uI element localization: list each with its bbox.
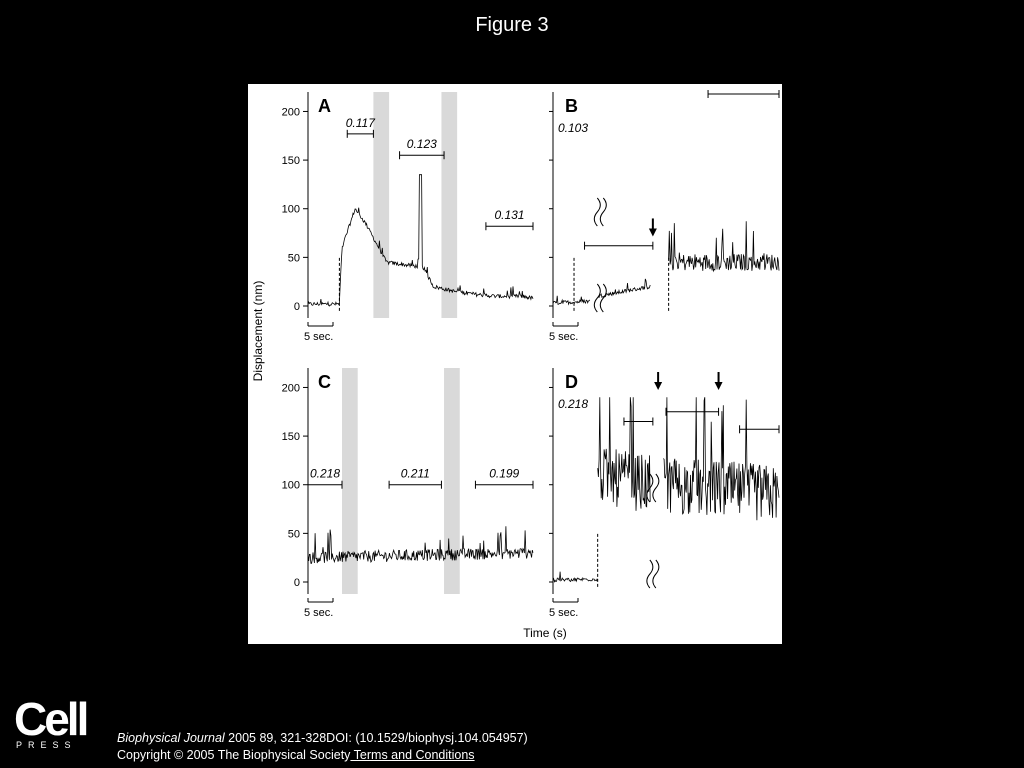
rate-label: 0.131 xyxy=(494,208,524,222)
copyright: Copyright © 2005 The Biophysical Society… xyxy=(117,748,475,762)
x-axis-label: Time (s) xyxy=(523,626,567,640)
scale-bar-label: 5 sec. xyxy=(549,607,578,619)
terms-link[interactable]: Terms and Conditions xyxy=(350,748,475,762)
y-tick-label: 200 xyxy=(282,106,300,118)
slide-title: Figure 3 xyxy=(475,14,549,36)
rate-label: 0.199 xyxy=(489,467,519,481)
arrow-head xyxy=(648,228,657,237)
y-tick-label: 200 xyxy=(282,382,300,394)
citation-details: 2005 89, 321-328DOI: (10.1529/biophysj.1… xyxy=(224,731,528,745)
y-tick-label: 0 xyxy=(294,301,300,313)
figure-panel: Displacement (nm) Time (s) 0 50 100 150 200 A 5 … xyxy=(248,84,782,644)
scale-bar-label: 5 sec. xyxy=(549,331,578,343)
arrow-head xyxy=(714,382,723,390)
axis-break xyxy=(652,473,660,503)
y-tick-label: 150 xyxy=(282,431,300,443)
y-tick-label: 0 xyxy=(294,577,300,589)
panel-label: B xyxy=(565,96,578,116)
rate-label: 0.218 xyxy=(310,467,340,481)
y-tick-label: 50 xyxy=(288,528,300,540)
data-trace xyxy=(307,174,534,307)
y-tick-label: 150 xyxy=(282,155,300,167)
data-trace xyxy=(597,397,651,511)
axis-break xyxy=(599,283,607,313)
rate-label: 0.211 xyxy=(401,467,430,481)
shaded-region xyxy=(441,92,458,318)
arrow-head xyxy=(654,382,663,390)
shaded-region xyxy=(444,368,460,594)
scale-bar-label: 5 sec. xyxy=(304,607,333,619)
scale-bar-label: 5 sec. xyxy=(304,331,333,343)
cell-press-logo: Cell PRESS xyxy=(14,693,89,752)
panel-label: C xyxy=(318,372,331,392)
axis-break xyxy=(652,559,660,589)
y-tick-label: 100 xyxy=(282,480,300,492)
data-trace xyxy=(663,397,780,521)
axis-break xyxy=(593,197,601,227)
citation: Biophysical Journal 2005 89, 321-328DOI:… xyxy=(117,731,528,745)
rate-label: 0.123 xyxy=(407,137,437,151)
axis-break xyxy=(599,197,607,227)
rate-label: 0.218 xyxy=(558,397,588,411)
shaded-region xyxy=(342,368,358,594)
axis-break xyxy=(646,559,654,589)
axis-break xyxy=(646,473,654,503)
figure-chart: Displacement (nm) Time (s) 0 50 100 150 200 A 5 … xyxy=(251,90,780,640)
data-trace xyxy=(668,221,780,273)
rate-label: 0.103 xyxy=(558,121,588,135)
y-tick-label: 50 xyxy=(288,252,300,264)
panel-label: A xyxy=(318,96,331,116)
y-axis-label: Displacement (nm) xyxy=(251,281,265,382)
panel-label: D xyxy=(565,372,578,392)
data-trace xyxy=(307,526,534,564)
y-tick-label: 100 xyxy=(282,204,300,216)
logo-press: PRESS xyxy=(16,740,77,750)
axis-break xyxy=(593,283,601,313)
data-trace xyxy=(597,278,651,298)
copyright-text: Copyright © 2005 The Biophysical Society xyxy=(117,748,351,762)
rate-label: 0.117 xyxy=(346,116,376,130)
shaded-region xyxy=(373,92,390,318)
logo-word: Cell xyxy=(14,693,89,745)
journal-name: Biophysical Journal xyxy=(117,731,225,745)
data-trace xyxy=(552,295,591,306)
data-trace xyxy=(552,571,599,583)
